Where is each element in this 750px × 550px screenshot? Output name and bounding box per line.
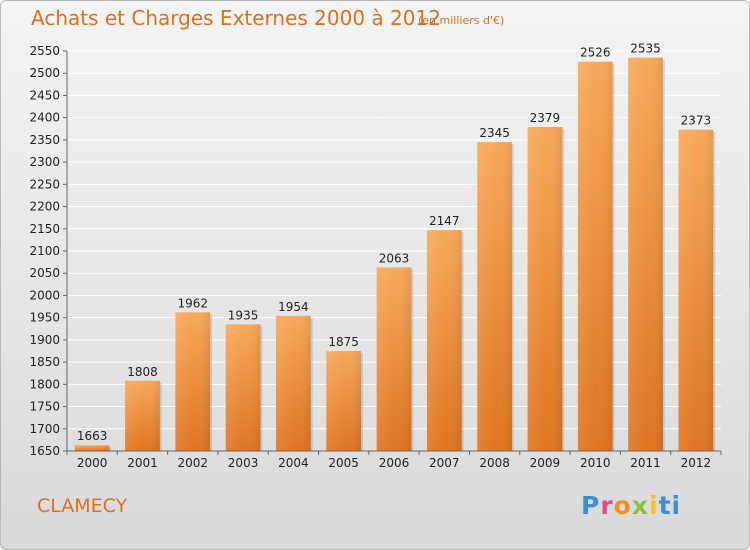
x-tick-label: 2002: [177, 456, 208, 470]
x-tick-label: 2000: [77, 456, 108, 470]
bar-shine: [527, 127, 563, 451]
data-label: 1808: [127, 365, 158, 379]
bar-shine: [426, 230, 462, 451]
data-labels: 1663 1808 1962 1935 1954 1875 2063 2147 2345 2379…: [77, 42, 711, 444]
data-label: 2063: [379, 251, 410, 265]
data-label: 2535: [630, 42, 661, 56]
y-tick-label: 2150: [29, 222, 60, 236]
bar-shine: [678, 129, 714, 451]
y-tick-label: 1650: [29, 444, 60, 458]
x-tick-label: 2006: [379, 456, 410, 470]
x-tick-label: 2007: [429, 456, 460, 470]
x-tick-label: 2009: [530, 456, 561, 470]
bar-shine: [577, 61, 613, 452]
data-label: 1962: [177, 296, 208, 310]
x-axis-ticks: 2000 2001 2002 2003 2004 2005 2006 2007 2008 2009…: [66, 450, 722, 470]
y-tick-label: 1900: [29, 333, 60, 347]
bars: [74, 57, 716, 452]
y-tick-label: 2100: [29, 244, 60, 258]
x-tick-label: 2001: [127, 456, 158, 470]
y-axis-ticks: 1650 1700 1750 1800 1850 1900 1950 2000 2050 2100…: [29, 44, 68, 458]
chart-title: Achats et Charges Externes 2000 à 2012: [31, 6, 441, 30]
bar-shine: [175, 312, 211, 451]
x-tick-label: 2003: [228, 456, 259, 470]
data-label: 1954: [278, 300, 309, 314]
y-tick-label: 2350: [29, 133, 60, 147]
proxiti-logo: Proxiti: [581, 491, 682, 520]
y-tick-label: 1700: [29, 422, 60, 436]
data-label: 2345: [479, 126, 510, 140]
city-name: CLAMECY: [37, 495, 128, 517]
data-label: 2147: [429, 214, 460, 228]
data-label: 2373: [681, 114, 712, 128]
x-tick-label: 2008: [479, 456, 510, 470]
data-label: 2379: [530, 111, 561, 125]
y-tick-label: 2400: [29, 111, 60, 125]
bar-shine: [628, 57, 663, 452]
data-label: 1935: [228, 308, 259, 322]
unit-note: (en milliers d'€): [418, 14, 505, 27]
y-tick-label: 2500: [29, 66, 60, 80]
y-tick-label: 2300: [29, 155, 60, 169]
y-tick-label: 2550: [29, 44, 60, 58]
y-tick-label: 1850: [29, 355, 60, 369]
x-tick-label: 2011: [630, 456, 661, 470]
y-tick-label: 1950: [29, 311, 60, 325]
y-tick-label: 2000: [29, 288, 60, 302]
x-tick-label: 2010: [580, 456, 611, 470]
data-label: 1875: [328, 335, 359, 349]
bar-shine: [326, 351, 362, 451]
x-tick-label: 2005: [328, 456, 359, 470]
data-label: 2526: [580, 46, 611, 60]
bar-shine: [477, 142, 512, 451]
bar-shine: [376, 267, 412, 451]
x-tick-label: 2012: [681, 456, 712, 470]
y-tick-label: 1800: [29, 377, 60, 391]
bar-shine: [125, 380, 160, 451]
bar-shine: [225, 324, 261, 451]
x-tick-label: 2004: [278, 456, 309, 470]
y-tick-label: 2450: [29, 88, 60, 102]
y-tick-label: 1750: [29, 400, 60, 414]
y-tick-label: 2250: [29, 177, 60, 191]
bar-shine: [276, 315, 311, 451]
y-tick-label: 2050: [29, 266, 60, 280]
data-label: 1663: [77, 429, 108, 443]
y-tick-label: 2200: [29, 200, 60, 214]
bar-shine: [74, 445, 110, 451]
